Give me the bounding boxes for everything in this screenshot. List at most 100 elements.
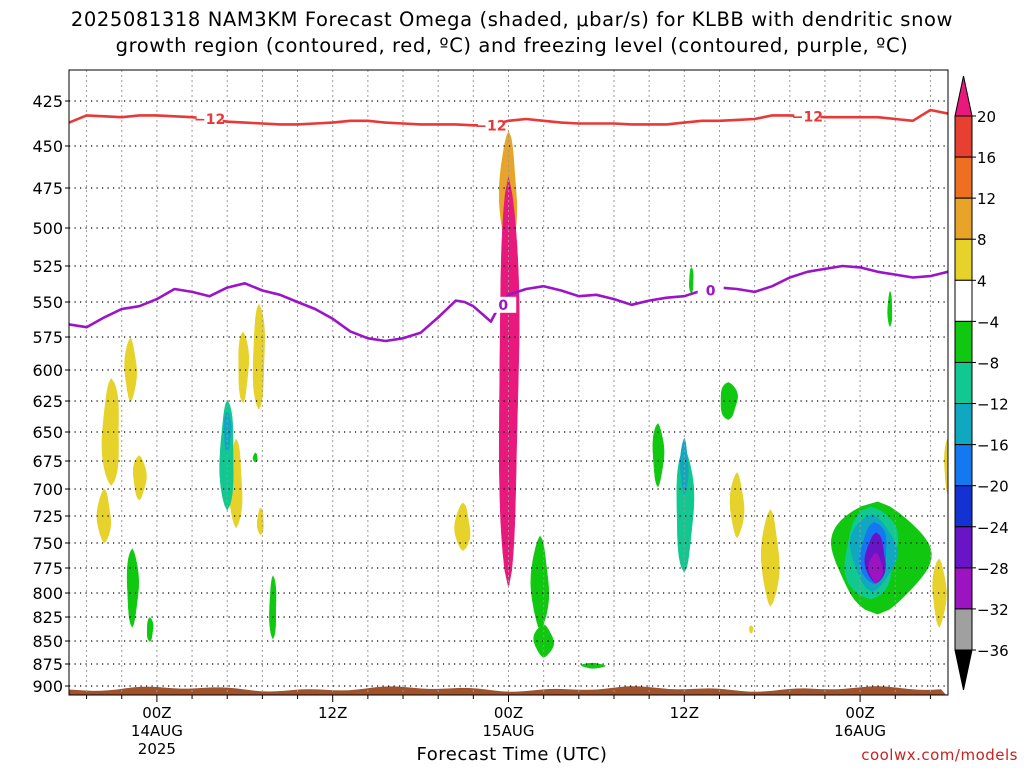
- y-tick-label: 600: [32, 361, 63, 380]
- omega-cell: [252, 452, 258, 463]
- colorbar-label: −32: [977, 601, 1009, 619]
- dendritic-minus12-contour-label-bg: [196, 111, 223, 127]
- colorbar-label: 12: [977, 190, 996, 208]
- y-axis: 425 450 475 500 525 550 575 600 625 650 675 700 725 7…: [32, 92, 69, 696]
- credit-link[interactable]: coolwx.com/models: [861, 746, 1018, 764]
- colorbar-swatch: [954, 238, 973, 281]
- colorbar-swatch: [954, 567, 973, 610]
- colorbar-label: −20: [977, 478, 1009, 496]
- colorbar-swatch: [954, 156, 973, 199]
- omega-cell: [132, 455, 147, 501]
- dendritic-minus12-contour-label-bg: [794, 108, 821, 125]
- colorbar-label: −28: [977, 560, 1009, 578]
- omega-cell: [96, 488, 112, 544]
- y-tick-label: 750: [32, 534, 63, 553]
- omega-cell: [256, 507, 264, 536]
- terrain-fill: [69, 686, 947, 695]
- y-tick-label: 775: [32, 559, 63, 578]
- chart-title-line-2: growth region (contoured, red, ºC) and f…: [115, 34, 909, 57]
- dendritic-minus12-contour-label: −12: [475, 118, 506, 134]
- terrain-layer: [69, 686, 947, 695]
- colorbar-label: 20: [977, 108, 996, 126]
- colorbar-swatch: [954, 608, 973, 651]
- freezing-level-contour-label: 0: [498, 298, 508, 314]
- omega-cell: [652, 422, 665, 488]
- omega-shading-layer: [96, 130, 948, 669]
- y-tick-label: 650: [32, 423, 63, 442]
- colorbar-swatch: [954, 320, 973, 363]
- colorbar-swatch: [954, 444, 973, 487]
- colorbar-swatch: [954, 197, 973, 240]
- y-tick-label: 475: [32, 179, 63, 198]
- y-tick-label: 625: [32, 392, 63, 411]
- chart-title-line-1: 2025081318 NAM3KM Forecast Omega (shaded…: [70, 8, 954, 31]
- omega-cell: [749, 625, 754, 634]
- colorbar-label: −24: [977, 519, 1009, 537]
- y-tick-label: 500: [32, 219, 63, 238]
- x-tick-label: 00Z: [845, 704, 874, 722]
- omega-cell: [101, 377, 119, 487]
- y-tick-label: 675: [32, 452, 63, 471]
- omega-cell: [126, 548, 139, 628]
- colorbar-swatch: [954, 361, 973, 405]
- x-tick-label: 12Z: [670, 704, 699, 722]
- omega-cell: [269, 575, 277, 640]
- x-tick-label: 00Z: [142, 704, 171, 722]
- colorbar-swatch: [954, 485, 973, 528]
- y-tick-label: 725: [32, 507, 63, 526]
- gridlines: [69, 70, 948, 695]
- omega-cell: [760, 508, 780, 608]
- colorbar-swatch: [954, 526, 973, 569]
- x-tick-sublabel: 15AUG: [483, 722, 535, 740]
- omega-cell: [580, 662, 606, 669]
- y-tick-label: 825: [32, 608, 63, 627]
- omega-cell: [932, 558, 947, 628]
- x-tick-sublabel: 2025: [138, 740, 176, 758]
- colorbar-label: 4: [977, 272, 987, 290]
- omega-cell: [454, 502, 471, 552]
- colorbar-label: 16: [977, 149, 996, 167]
- colorbar-label: −16: [977, 437, 1009, 455]
- omega-cell: [498, 177, 520, 588]
- x-axis-title: Forecast Time (UTC): [416, 744, 608, 765]
- omega-cell: [530, 535, 550, 631]
- x-tick-sublabel: 16AUG: [834, 722, 886, 740]
- y-tick-label: 575: [32, 328, 63, 347]
- omega-cell: [868, 552, 883, 584]
- omega-cell: [729, 472, 745, 539]
- y-tick-label: 450: [32, 137, 63, 156]
- y-tick-label: 800: [32, 584, 63, 603]
- dendritic-minus12-contour-label: −12: [194, 112, 225, 128]
- x-tick-sublabel: 14AUG: [131, 722, 183, 740]
- colorbar-swatch: [954, 279, 973, 322]
- colorbar-label: −36: [977, 642, 1009, 660]
- omega-cell: [252, 303, 265, 410]
- omega-cell: [887, 290, 893, 328]
- dendritic-minus12-contour-label: −12: [792, 109, 823, 125]
- freezing-level-contour-label-bg: [490, 296, 517, 313]
- y-tick-label: 425: [32, 92, 63, 111]
- x-tick-label: 12Z: [318, 704, 347, 722]
- dendritic-minus12-contour-label-bg: [477, 117, 504, 134]
- colorbar-top-extension: [954, 75, 973, 117]
- freezing-level-contour-label-bg: [697, 282, 724, 299]
- colorbar-label: −12: [977, 396, 1009, 414]
- y-tick-label: 700: [32, 480, 63, 499]
- y-tick-label: 525: [32, 257, 63, 276]
- omega-cell: [689, 266, 694, 294]
- colorbar-label: 8: [977, 231, 987, 249]
- omega-cell: [238, 331, 250, 404]
- y-tick-label: 875: [32, 655, 63, 674]
- colorbar-label: −4: [977, 313, 999, 331]
- contour-layer: −12 −12 −12 0 0: [69, 108, 948, 343]
- omega-cell: [146, 617, 154, 642]
- y-tick-label: 550: [32, 293, 63, 312]
- freezing-level-contour-label: 0: [706, 283, 716, 299]
- colorbar-swatch: [954, 403, 973, 446]
- y-tick-label: 900: [32, 677, 63, 696]
- colorbar-label: −8: [977, 354, 999, 372]
- omega-cell: [944, 437, 948, 496]
- colorbar-bottom-extension: [954, 649, 973, 691]
